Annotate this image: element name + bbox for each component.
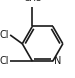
- Text: Cl: Cl: [0, 30, 9, 40]
- Text: CH3: CH3: [23, 0, 42, 2]
- Text: N: N: [54, 56, 62, 66]
- Text: Cl: Cl: [0, 56, 9, 66]
